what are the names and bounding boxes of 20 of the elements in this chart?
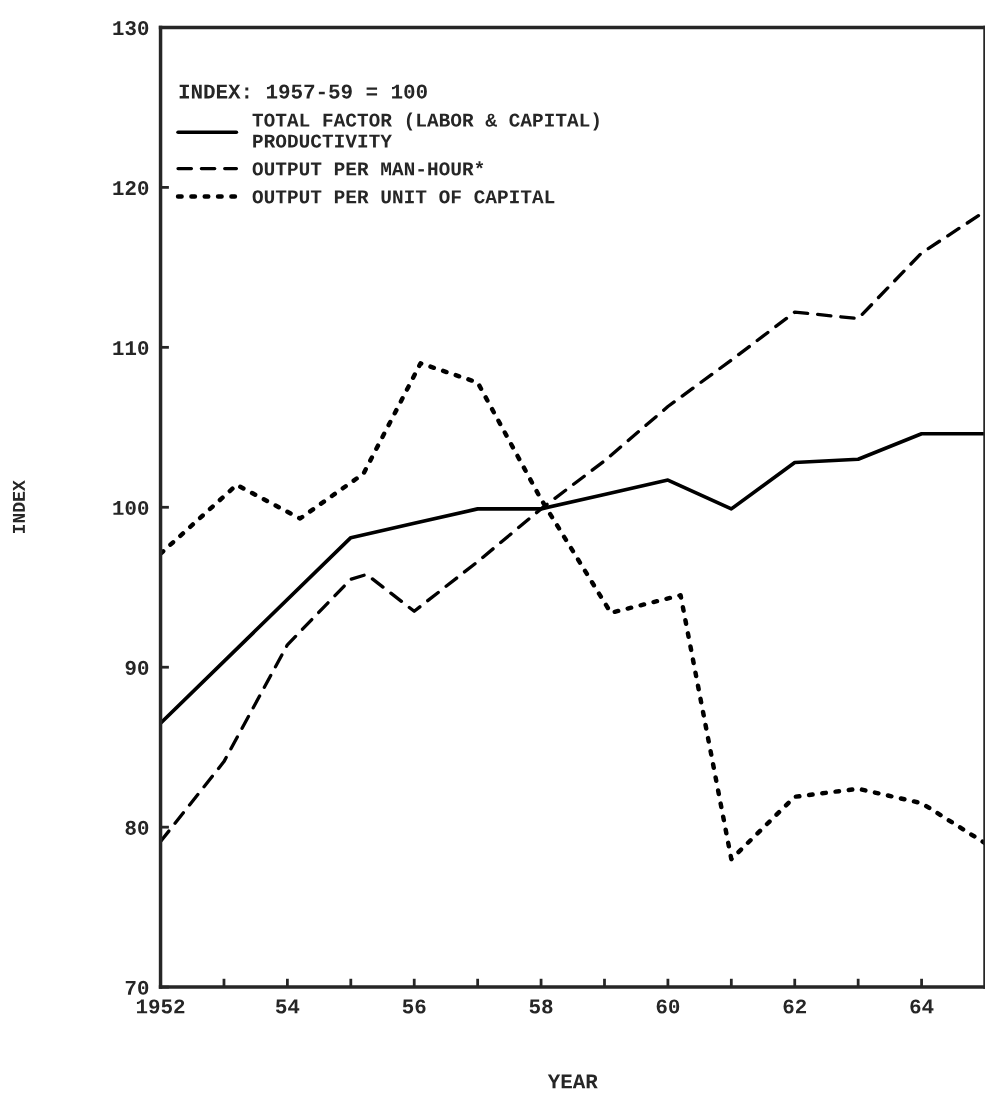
y-tick-label: 120 xyxy=(113,181,149,196)
x-tick-label: 58 xyxy=(529,999,553,1014)
x-tick-label: 54 xyxy=(275,999,300,1014)
legend-label: OUTPUT PER UNIT OF CAPITAL xyxy=(252,190,555,204)
x-tick-label: 60 xyxy=(656,999,680,1014)
x-tick-label: 62 xyxy=(783,999,807,1014)
y-tick-label: 70 xyxy=(125,980,149,995)
x-tick-label: 56 xyxy=(402,999,426,1014)
x-axis-title: YEAR xyxy=(547,1074,598,1089)
y-tick-label: 90 xyxy=(125,660,149,675)
legend-label: TOTAL FACTOR (LABOR & CAPITAL) PRODUCTIVITY xyxy=(252,112,599,148)
legend-title: INDEX: 1957-59 = 100 xyxy=(179,84,427,99)
x-tick-label: 1952 xyxy=(136,999,185,1014)
y-tick-label: 130 xyxy=(113,21,149,36)
y-tick-label: 80 xyxy=(125,820,149,835)
y-tick-label: 110 xyxy=(113,340,149,356)
y-axis-title: INDEX xyxy=(12,480,25,533)
legend-label: OUTPUT PER MAN-HOUR* xyxy=(252,161,484,176)
y-tick-label: 100 xyxy=(113,500,149,516)
x-tick-label: 64 xyxy=(910,999,934,1014)
